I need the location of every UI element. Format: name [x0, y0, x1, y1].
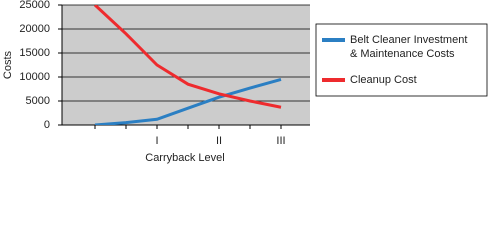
- x-tick-label: II: [216, 135, 222, 147]
- y-tick-label: 10000: [19, 71, 50, 83]
- series-line: [93, 5, 282, 109]
- legend-label: Cleanup Cost: [350, 74, 417, 86]
- chart: Costs Carryback Level 0 5000 10000 15000 200…: [2, 0, 488, 164]
- x-tick-label: I: [155, 135, 158, 147]
- x-tick-label: III: [276, 135, 285, 147]
- y-tick-label: 25000: [19, 0, 50, 11]
- legend-box: [315, 23, 488, 97]
- legend-label: Belt Cleaner Investment & Maintenance Cos…: [350, 34, 467, 60]
- y-tick-label: 20000: [19, 23, 50, 35]
- series-line: [94, 77, 282, 125]
- y-axis-label: Costs: [2, 50, 14, 79]
- y-tick-label: 5000: [26, 95, 50, 107]
- y-tick-label: 15000: [19, 47, 50, 59]
- y-tick-label: 0: [44, 119, 50, 131]
- page: {"chart_data": {"type": "line", "x_label…: [0, 0, 488, 165]
- x-axis-label: Carryback Level: [145, 152, 224, 164]
